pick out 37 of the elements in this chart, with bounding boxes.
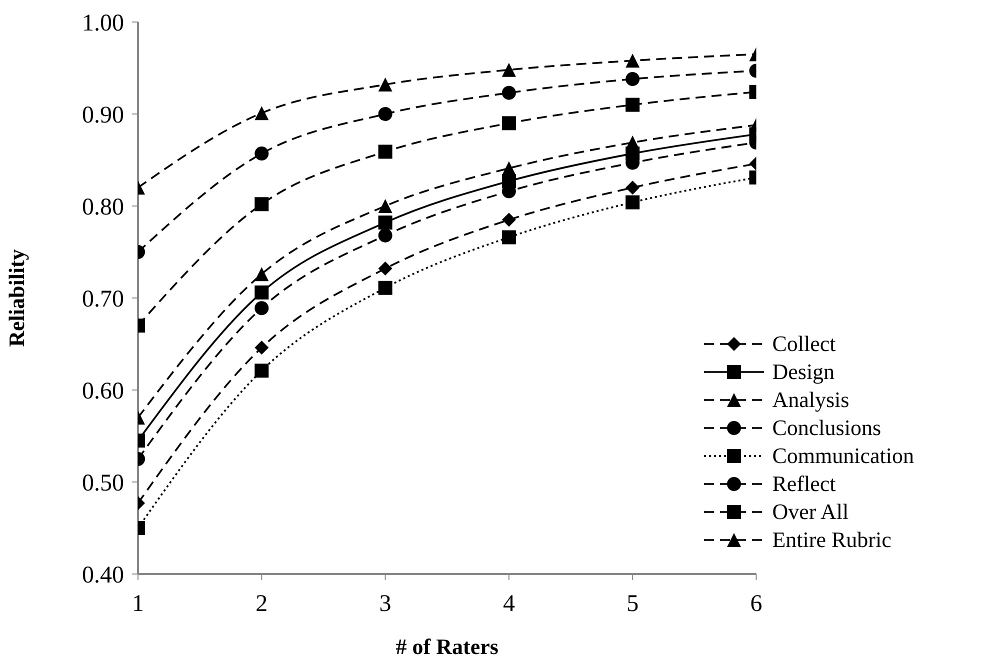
y-axis-title: Reliability [4, 249, 29, 347]
point [378, 280, 392, 295]
point [502, 86, 516, 100]
point [378, 228, 392, 242]
point [378, 107, 392, 121]
point [502, 116, 516, 130]
x-tick-label: 1 [132, 591, 144, 618]
y-tick-label: 0.60 [82, 378, 124, 405]
legend-label: Design [772, 358, 835, 386]
legend-label: Communication [772, 442, 914, 470]
legend-label: Reflect [772, 470, 836, 498]
point [378, 262, 392, 276]
point [502, 62, 516, 77]
point [502, 230, 516, 244]
x-axis-title: # of Raters [396, 634, 499, 659]
point [378, 216, 392, 230]
point [378, 78, 392, 92]
x-tick-label: 5 [626, 591, 639, 618]
x-tick-label: 4 [502, 591, 515, 618]
legend-label: Conclusions [772, 414, 882, 442]
y-tick-label: 0.90 [82, 102, 124, 129]
x-tick-label: 2 [256, 591, 268, 618]
y-tick-label: 1.00 [82, 10, 124, 37]
point [502, 161, 516, 176]
y-tick-label: 0.80 [82, 194, 124, 221]
legend-label: Collect [772, 330, 836, 358]
x-tick-label: 6 [750, 591, 762, 618]
y-tick-label: 0.50 [82, 470, 124, 497]
legend-label: Entire Rubric [772, 526, 892, 554]
legend-label: Over All [772, 498, 849, 526]
y-tick-label: 0.70 [82, 286, 124, 313]
point [378, 144, 392, 159]
y-tick-label: 0.40 [82, 562, 124, 589]
point [378, 199, 392, 213]
point [502, 212, 516, 227]
legend-label: Analysis [772, 386, 850, 414]
x-tick-label: 3 [379, 591, 392, 618]
